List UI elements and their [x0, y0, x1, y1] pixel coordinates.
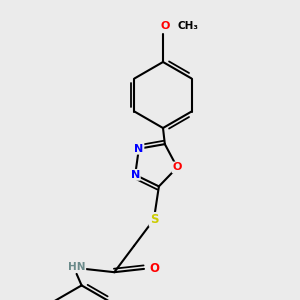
Text: O: O [160, 21, 170, 31]
Text: O: O [149, 262, 159, 275]
Text: O: O [172, 162, 182, 172]
Text: N: N [130, 170, 140, 180]
Text: HN: HN [68, 262, 85, 272]
Text: S: S [150, 213, 158, 226]
Text: N: N [134, 144, 143, 154]
Text: CH₃: CH₃ [177, 21, 198, 31]
